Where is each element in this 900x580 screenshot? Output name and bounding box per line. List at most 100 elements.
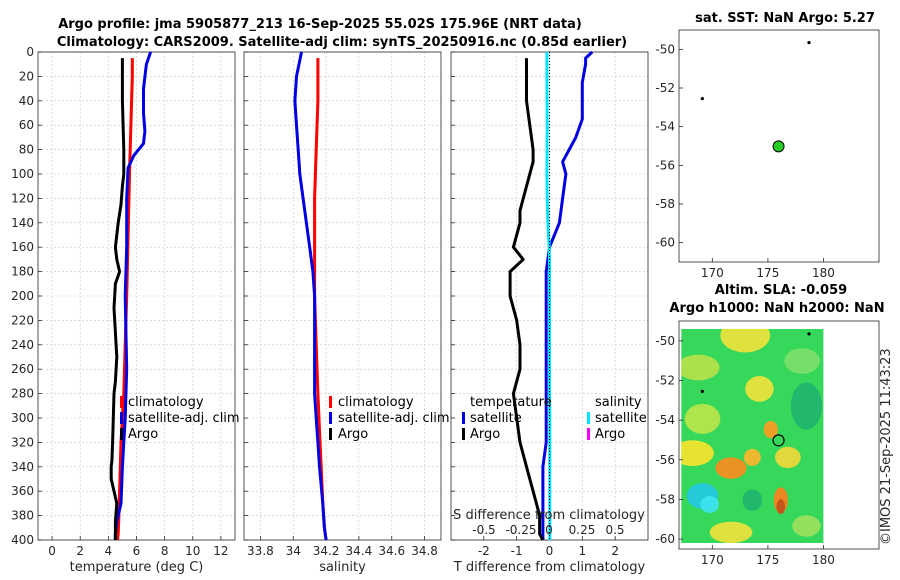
temperature-panel: 0204060801001201401601802002202402602803… [11,45,236,575]
y-tick-label: 300 [11,411,34,425]
difference-legend: temperature satellite Argo salinity sate… [462,395,647,442]
y-tick-label: 400 [11,533,34,547]
sst-map-panel: 170 175 180 -50 -52 -54 -56 -58 -60 [655,29,880,280]
x-tick-label: 170 [701,266,724,280]
salinity-legend: climatology satellite-adj. clim Argo [329,395,450,442]
x-tick-label: 175 [756,553,779,567]
top-tick-label: -0.5 [472,523,495,537]
y-tick-label: 260 [11,362,34,376]
legend-label-argo: Argo [338,427,368,442]
top-tick-label: 0 [545,523,553,537]
x-tick-label: 180 [812,266,835,280]
x-tick-label: 34.8 [411,544,438,558]
heatmap-blob [792,515,821,537]
x-tick-label: 0 [48,544,56,558]
y-tick-label: 80 [19,143,34,157]
profile-point [807,40,811,45]
legend-swatch-satellite [120,412,123,424]
top-tick-label: 0.5 [605,523,624,537]
legend-label-argo: Argo [128,427,158,442]
series-temperature-satellite [541,50,594,540]
legend-header-salinity: salinity [595,395,642,410]
x-tick-label: 12 [213,544,228,558]
legend-swatch-climatology [120,396,123,408]
difference-panel: -2 -1 0 1 2 T difference from climatology S di… [450,50,649,575]
legend-swatch-climatology [329,396,332,408]
top-tick-label: -0.25 [505,523,536,537]
heatmap-blob [709,521,753,544]
salinity-panel: 33.8 34 34.2 34.4 34.6 34.8 salinity [243,51,442,575]
heatmap-blob [681,354,720,381]
sla-map-panel: 170 175 180 -50 -52 -54 -56 -58 -60 [655,320,880,567]
top-axis-label: S difference from climatology [453,508,645,523]
legend-swatch-sal-satellite [587,412,590,424]
y-tick-label: 100 [11,167,34,181]
y-tick-label: -60 [655,532,675,546]
legend-swatch-temp-argo [462,428,465,440]
heatmap-blob [720,328,771,353]
legend-swatch-sal-argo [587,428,590,440]
x-axis-label: T difference from climatology [453,560,646,575]
heatmap-blob [743,448,761,466]
main-title-line2: Climatology: CARS2009. Satellite-adj cli… [57,35,627,50]
top-tick-label: 0.25 [569,523,596,537]
y-tick-label: -54 [655,120,675,134]
x-tick-label: -1 [511,544,523,558]
series-temperature-argo [508,58,545,541]
y-tick-label: 40 [19,94,34,108]
legend-label-satellite: satellite-adj. clim [128,411,240,426]
y-tick-label: -50 [655,42,675,56]
x-tick-label: 0 [546,544,554,558]
imos-timestamp: ©IMOS 21-Sep-2025 11:43:23 [879,348,894,545]
heatmap-blob [776,499,786,515]
x-axis-label: salinity [319,560,366,575]
profile-point [700,97,704,101]
y-tick-label: -58 [655,197,675,211]
x-tick-label: 34.2 [313,544,340,558]
heatmap-blob [763,421,778,439]
x-tick-label: 170 [701,553,724,567]
y-tick-label: 0 [26,45,34,59]
series-satellite-adj-clim [293,51,328,541]
argo-point [772,434,785,447]
profile-point [700,389,704,393]
y-tick-label: -50 [655,334,675,348]
sla-map-title-line2: Argo h1000: NaN h2000: NaN [669,301,884,316]
x-tick-label: 8 [161,544,169,558]
heatmap-blob [681,440,714,466]
y-tick-label: -58 [655,492,675,506]
legend-header-temperature: temperature [470,395,552,410]
y-tick-label: 240 [11,338,34,352]
legend-swatch-argo [120,428,123,440]
legend-label-climatology: climatology [128,395,204,410]
heatmap-blob [715,457,747,479]
y-tick-label: 120 [11,191,34,205]
legend-swatch-temp-satellite [462,412,465,424]
heatmap-blob [742,489,763,511]
y-tick-label: 200 [11,289,34,303]
sst-map-title: sat. SST: NaN Argo: 5.27 [695,11,875,26]
x-tick-label: 34.6 [378,544,405,558]
legend-label-climatology: climatology [338,395,414,410]
heatmap-blob [745,376,774,402]
legend-label-temp-satellite: satellite [470,411,522,426]
legend-label-sal-satellite: satellite [595,411,647,426]
y-tick-label: 380 [11,509,34,523]
temperature-legend: climatology satellite-adj. clim Argo [120,395,240,442]
y-tick-label: 220 [11,313,34,327]
y-tick-label: 280 [11,387,34,401]
y-tick-label: 360 [11,484,34,498]
x-axis-label: temperature (deg C) [70,560,204,575]
map-axes-box [678,29,880,263]
main-title-line1: Argo profile: jma 5905877_213 16-Sep-202… [58,17,582,32]
legend-label-sal-argo: Argo [595,427,625,442]
y-tick-label: 180 [11,265,34,279]
legend-swatch-satellite [329,412,332,424]
x-tick-label: 1 [579,544,587,558]
x-tick-label: 33.8 [247,544,274,558]
map-axes-box [678,320,880,550]
x-tick-label: 34.4 [346,544,373,558]
y-tick-label: -52 [655,373,675,387]
y-tick-label: -56 [655,158,675,172]
